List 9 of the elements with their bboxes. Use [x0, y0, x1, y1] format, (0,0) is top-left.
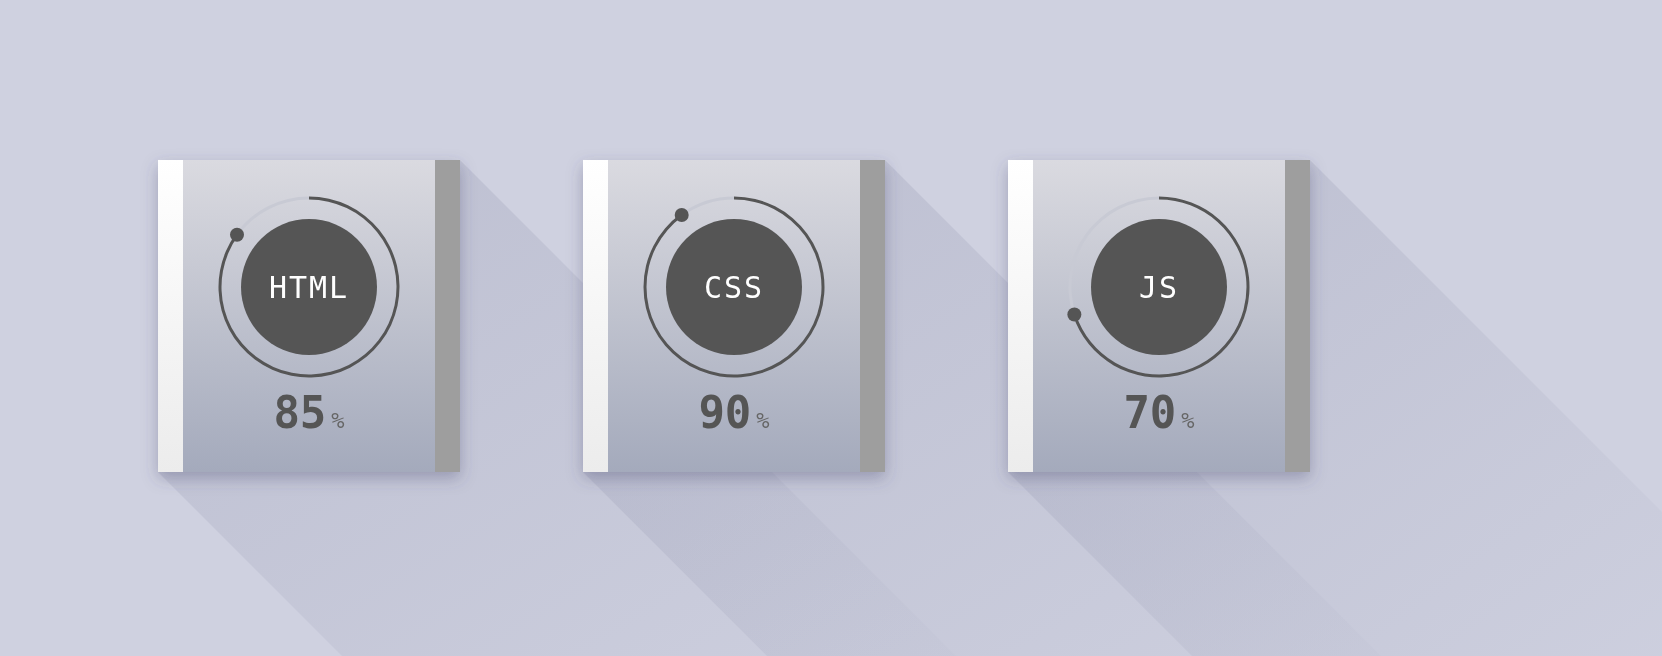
text: JS [1138, 269, 1180, 305]
donut-slice [1072, 196, 1250, 378]
donut-slice [218, 196, 400, 378]
data-label: 90% [698, 387, 770, 438]
text: CSS [703, 269, 765, 305]
data-label: 70% [1123, 387, 1195, 438]
text: HTML [268, 269, 350, 305]
donut-slice [643, 196, 825, 378]
data-label: 85% [273, 387, 345, 438]
